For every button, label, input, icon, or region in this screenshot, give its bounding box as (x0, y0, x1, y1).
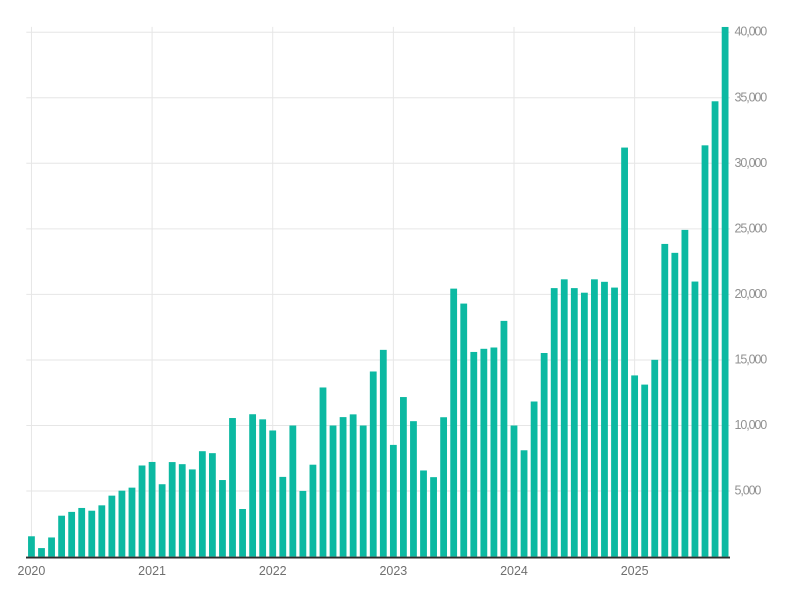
svg-text:2023: 2023 (379, 564, 407, 578)
svg-text:25,000: 25,000 (735, 221, 768, 235)
svg-text:30,000: 30,000 (735, 156, 768, 170)
svg-text:2024: 2024 (500, 564, 528, 578)
svg-text:40,000: 40,000 (735, 25, 768, 39)
svg-text:2020: 2020 (18, 564, 46, 578)
svg-text:2021: 2021 (138, 564, 166, 578)
svg-text:20,000: 20,000 (735, 287, 768, 301)
svg-text:10,000: 10,000 (735, 418, 768, 432)
svg-text:2022: 2022 (259, 564, 287, 578)
svg-text:35,000: 35,000 (735, 90, 768, 104)
svg-text:2025: 2025 (621, 564, 649, 578)
svg-text:15,000: 15,000 (735, 352, 768, 366)
svg-text:5,000: 5,000 (735, 484, 762, 498)
